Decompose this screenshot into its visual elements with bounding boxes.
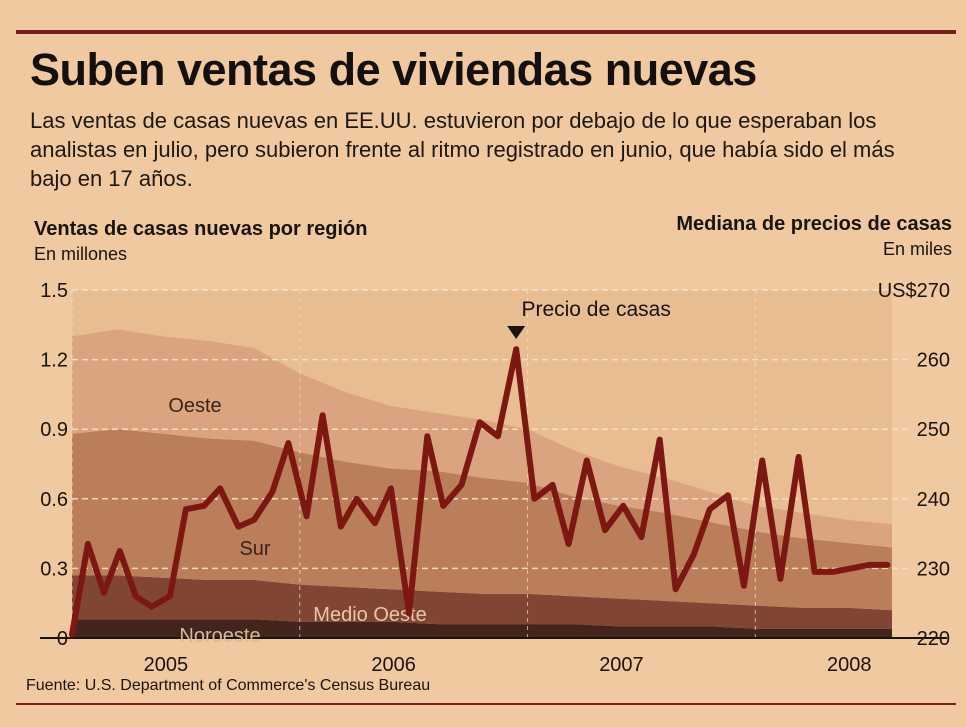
right-tick-label: 220: [917, 628, 950, 650]
left-axis-title: Ventas de casas nuevas por región: [34, 218, 368, 240]
right-axis-title: Mediana de precios de casas: [676, 213, 952, 235]
left-axis-unit: En millones: [34, 244, 128, 264]
area-label-oeste: Oeste: [168, 395, 221, 417]
left-tick-label: 0.6: [40, 489, 68, 511]
area-label-noroeste: Noroeste: [179, 625, 260, 647]
x-tick-label: 2005: [144, 654, 189, 676]
area-label-medio-oeste: Medio Oeste: [313, 604, 426, 626]
left-tick-label: 1.2: [40, 350, 68, 372]
area-noroeste: [72, 619, 892, 638]
left-tick-label: 0.3: [40, 558, 68, 580]
top-rule: [16, 30, 956, 34]
right-tick-label: 250: [917, 419, 950, 441]
x-tick-label: 2007: [599, 654, 644, 676]
right-axis-unit: En miles: [882, 239, 952, 259]
right-tick-label: US$270: [878, 280, 950, 302]
right-tick-label: 260: [917, 350, 950, 372]
right-tick-label: 240: [917, 489, 950, 511]
x-tick-label: 2008: [827, 654, 872, 676]
left-tick-label: 1.5: [40, 280, 68, 302]
area-label-sur: Sur: [239, 538, 270, 560]
x-tick-label: 2006: [371, 654, 416, 676]
price-line: [69, 346, 891, 638]
chart-subtitle: Las ventas de casas nuevas en EE.UU. est…: [30, 108, 895, 191]
right-tick-label: 230: [917, 558, 950, 580]
bottom-rule: [16, 703, 956, 705]
annotation-label: Precio de casas: [521, 298, 670, 321]
area-oeste: [72, 329, 892, 548]
left-tick-label: 0: [57, 628, 68, 650]
left-tick-label: 0.9: [40, 419, 68, 441]
chart-title: Suben ventas de viviendas nuevas: [30, 44, 757, 95]
area-medio-oeste: [72, 575, 892, 629]
annotation-marker: [507, 326, 526, 339]
source-note: Fuente: U.S. Department of Commerce's Ce…: [26, 677, 431, 694]
